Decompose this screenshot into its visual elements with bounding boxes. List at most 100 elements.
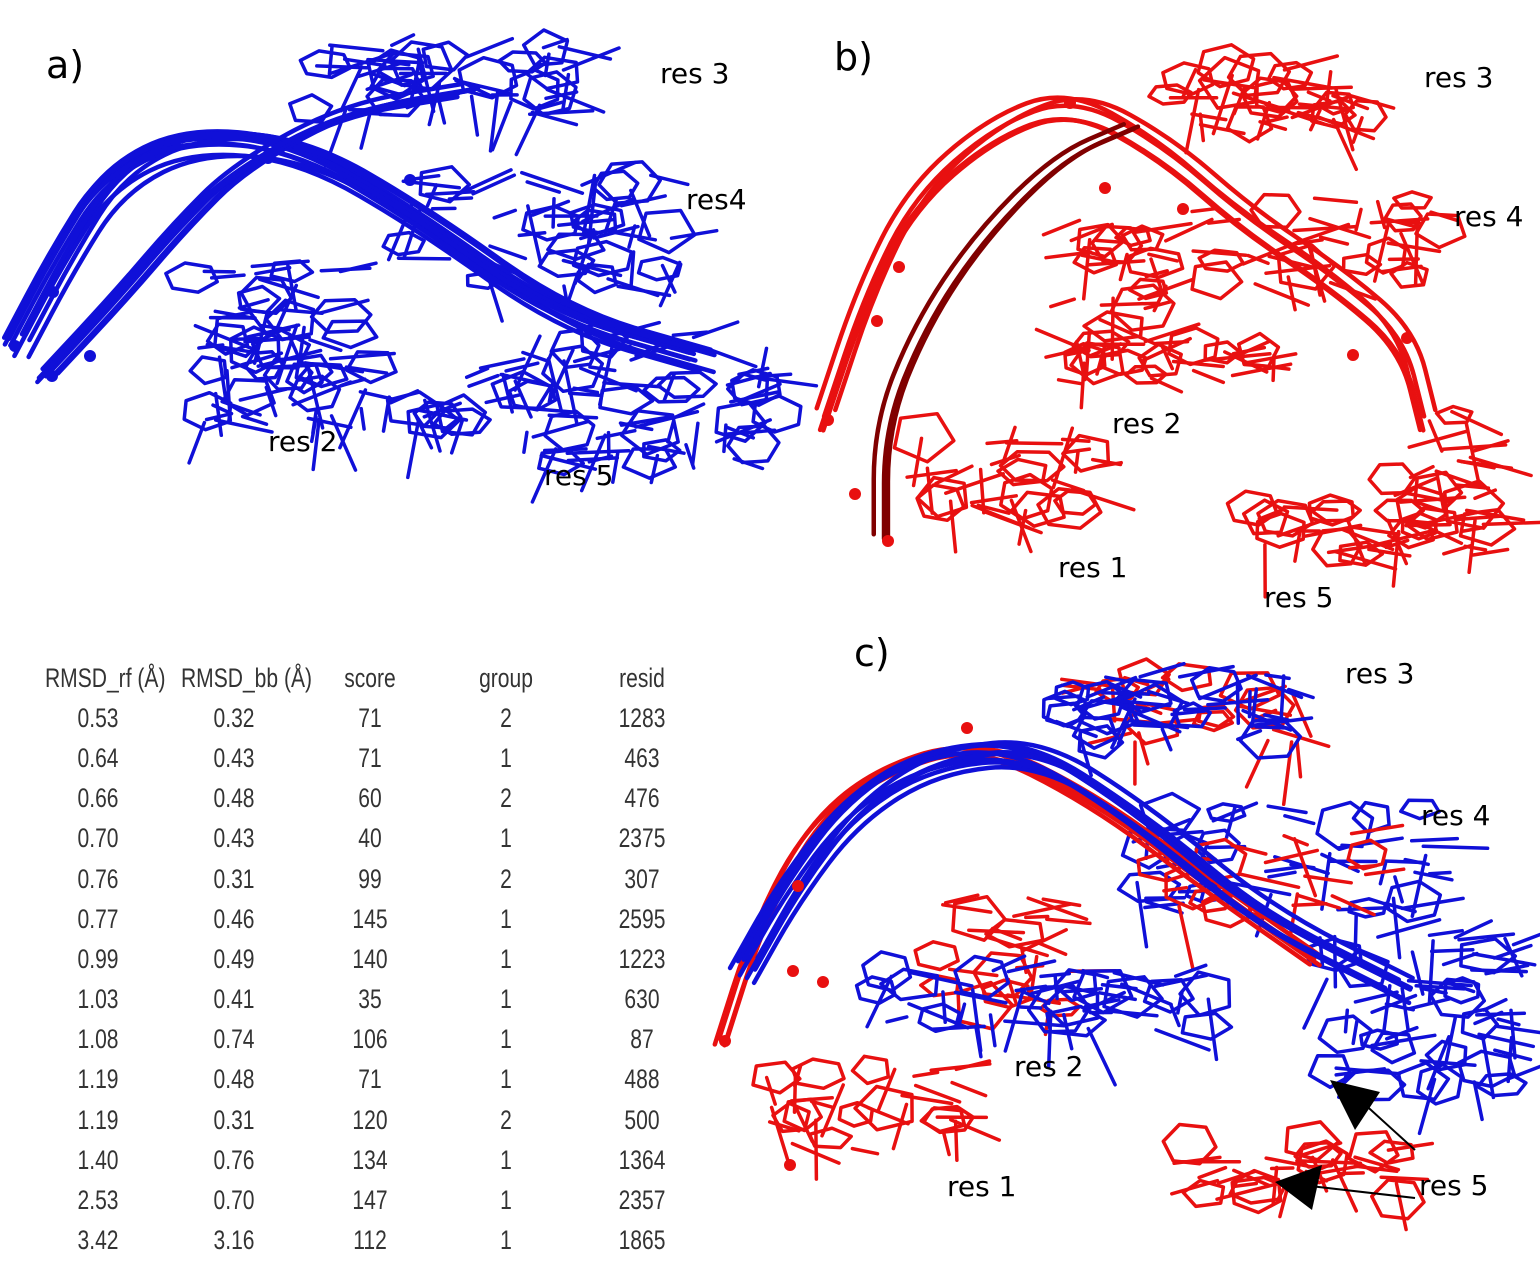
res5-sugar-bond [1464, 422, 1482, 488]
res3-base-blue-bond [1197, 673, 1258, 701]
res4-base-ring [571, 239, 634, 278]
res2-base-bond [1056, 378, 1084, 386]
res1-base-red-bond [912, 1070, 940, 1078]
res3-base-bond [1262, 115, 1289, 125]
res3-base-blue-bond [1100, 690, 1151, 696]
table-cell: 1.40 [77, 1144, 119, 1175]
res5-base-blue-bond [1496, 1017, 1521, 1027]
res3-base-red-bond [1060, 677, 1117, 689]
res4-base-red-bond [1291, 902, 1328, 908]
res1-base-bond [1060, 437, 1091, 444]
table-cell: 106 [352, 1024, 388, 1055]
res4-base-bond [660, 263, 677, 294]
res2-base-blue-bond [1206, 997, 1219, 1062]
res2-base-ring [288, 374, 342, 413]
res5-base-ring [656, 370, 718, 399]
table-row: 0.70 0.43 40 1 2375 [30, 819, 710, 859]
res1-base-red-bond [953, 1119, 959, 1162]
res1-base-red-ring [771, 1101, 811, 1134]
res3-base-bond [560, 72, 571, 114]
res4-base-red-bond [1177, 904, 1195, 972]
res2-sugar-bond [319, 298, 370, 315]
res2-sugar-bond [338, 261, 378, 274]
res5-base-red-bond [1394, 1181, 1408, 1232]
res2-base-bond [291, 380, 353, 407]
res1-base-bond [1096, 460, 1123, 469]
res3-base-blue-bond [1254, 725, 1289, 730]
res5-base-blue-bond [1492, 943, 1533, 960]
res2-base-blue-bond [941, 990, 947, 1025]
res2-base-bond [256, 348, 323, 368]
res3-base-bond [1346, 93, 1396, 110]
res4-base-bond [525, 180, 562, 194]
res2-sugar-ring [1082, 310, 1144, 343]
res5-sugar-bond [1473, 488, 1498, 501]
res3-base-bond [543, 52, 551, 78]
panel-b: b) res 3 res 4 res 2 res 1 res 5 [800, 0, 1540, 630]
table-cell: 1.19 [77, 1104, 119, 1135]
phosphorus-atom [792, 880, 804, 892]
res5-base-bond [546, 356, 564, 413]
res5-base-bond [513, 334, 542, 392]
table-cell: 1 [500, 1225, 512, 1256]
res1-base-red-bond [876, 1067, 897, 1113]
res2-base-ring [1203, 340, 1243, 365]
res3-base-bond [1331, 93, 1370, 111]
res3-base-blue-bond [1249, 716, 1314, 728]
arrow-head [1330, 1080, 1380, 1130]
res2-sugar-bond [232, 336, 262, 342]
table-row: 0.77 0.46 145 1 2595 [30, 899, 710, 939]
phosphorus-atom [1401, 332, 1413, 344]
table-cell: 147 [352, 1185, 388, 1216]
table-cell: 0.64 [77, 742, 119, 773]
res1-base-red-bond [913, 1083, 962, 1104]
res4-base-blue-ring [1399, 798, 1441, 821]
res2-sugar-bond [1044, 250, 1093, 260]
res5-base-blue-bond [1471, 952, 1537, 967]
res2-base-bond [484, 392, 523, 405]
arrow-line [1309, 1185, 1416, 1199]
res5-sugar-bond [1450, 409, 1504, 437]
res5-base-blue-bond [1475, 1011, 1527, 1017]
res3-base-bond [1258, 120, 1288, 131]
res2-base-blue-bond [1173, 963, 1208, 978]
table-cell: 140 [352, 943, 388, 974]
res5-base-blue-bond [1343, 1008, 1350, 1034]
res4-base-blue-bond [1264, 864, 1307, 874]
res5-base-red-bond [1197, 1165, 1228, 1180]
res3-base-bond [356, 61, 402, 79]
res4-base-bond [488, 244, 528, 261]
res2-sugar-bond [193, 323, 256, 352]
table-row: 0.64 0.43 71 1 463 [30, 738, 710, 778]
rmsd-table: RMSD_rf (Å) RMSD_bb (Å) score group resi… [30, 658, 710, 1261]
res3-base-blue-bond [1236, 729, 1263, 742]
res2-base-bond [311, 417, 321, 472]
res2-base-bond [464, 366, 490, 380]
res2-sugar-bond [1144, 269, 1169, 279]
res4-base-bond [582, 173, 597, 235]
res2-base-bond [406, 419, 421, 480]
table-cell: 0.70 [77, 823, 119, 854]
res3-base-bond [1190, 112, 1228, 122]
res5-base-red-bond [1353, 1164, 1399, 1174]
res2-sugar-bond [1152, 284, 1168, 313]
phosphorus-atom [170, 134, 182, 146]
res5-base-ring [1256, 498, 1315, 538]
res2-base-blue-bond [1086, 1026, 1117, 1087]
backbone-strand [1, 134, 692, 355]
res4-base-bond [1312, 196, 1359, 205]
res5-base-ring [642, 438, 682, 463]
res5-base-blue-bond [1480, 1033, 1496, 1100]
res4-base-bond [1369, 217, 1430, 225]
res3-base-bond [1198, 122, 1246, 136]
res1-base-red-bond [820, 1083, 845, 1138]
panel-a: a) res 3 res4 res 2 res 5 [0, 0, 819, 560]
res2-base-bond [449, 417, 465, 455]
res4-base-ring [546, 232, 606, 262]
res4-base-bond [579, 229, 607, 241]
res5-base-red-bond [1269, 1166, 1295, 1171]
res5-base-bond [691, 320, 740, 340]
res3-base-ring [457, 55, 519, 100]
res1-base-red-bond [790, 1141, 841, 1165]
res2-base-blue-bond [1100, 983, 1138, 991]
